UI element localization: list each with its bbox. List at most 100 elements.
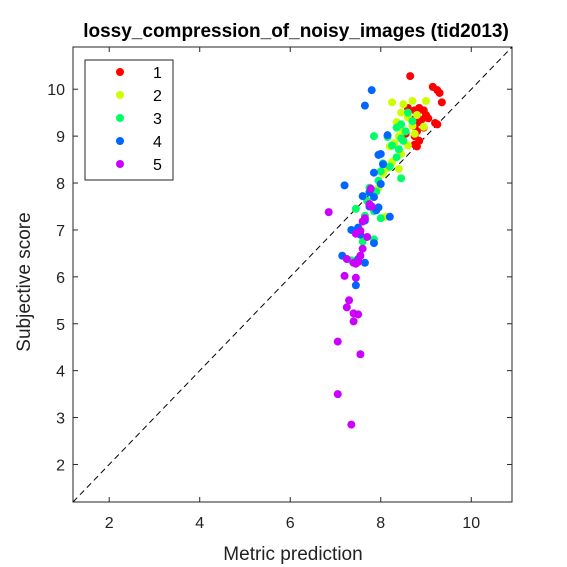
data-point [369, 193, 378, 202]
data-point [363, 232, 372, 241]
data-point [433, 120, 442, 129]
legend-item: 3 [116, 111, 162, 128]
data-point [435, 88, 444, 97]
data-point [356, 350, 365, 359]
data-point [388, 141, 397, 150]
y-axis-ticks: 2 3 4 5 6 7 8 9 10 [47, 82, 512, 474]
legend-marker [116, 160, 124, 168]
data-point [397, 174, 406, 183]
data-point [392, 123, 401, 132]
data-point [385, 212, 394, 221]
data-point [410, 129, 419, 138]
y-tick-label: 3 [56, 411, 65, 428]
data-point [408, 117, 417, 126]
data-point [360, 258, 369, 267]
data-point [383, 131, 392, 140]
y-tick-label: 8 [56, 176, 65, 193]
data-point [367, 86, 376, 95]
data-point [333, 337, 342, 346]
legend-label: 1 [153, 65, 162, 82]
data-point [422, 96, 431, 105]
data-point [354, 257, 363, 266]
data-point [324, 208, 333, 217]
data-point [397, 108, 406, 117]
data-point [342, 303, 351, 312]
data-point [388, 98, 397, 107]
data-point [351, 204, 360, 213]
data-point [369, 132, 378, 141]
x-tick-label: 10 [462, 515, 480, 532]
legend-box [84, 59, 174, 181]
x-tick-label: 4 [195, 515, 204, 532]
data-point [406, 72, 415, 81]
data-point [412, 111, 421, 120]
legend-label: 3 [153, 111, 162, 128]
x-tick-label: 2 [105, 515, 114, 532]
data-point [369, 168, 378, 177]
data-point [358, 217, 367, 226]
data-point [394, 164, 403, 173]
legend-item: 2 [116, 88, 162, 105]
data-point [358, 192, 367, 201]
y-tick-label: 10 [47, 82, 65, 99]
data-point [366, 184, 375, 193]
data-point [408, 96, 417, 105]
data-point [340, 181, 349, 190]
data-point [360, 101, 369, 110]
y-tick-label: 6 [56, 270, 65, 287]
series-5 [324, 184, 376, 429]
y-tick-label: 2 [56, 457, 65, 474]
legend-item: 5 [116, 157, 162, 174]
data-point [401, 127, 410, 136]
legend: 1 2 3 4 5 [84, 59, 174, 181]
data-point [349, 317, 358, 326]
data-point [392, 153, 401, 162]
legend-label: 5 [153, 157, 162, 174]
data-point [354, 310, 363, 319]
legend-label: 4 [153, 134, 162, 151]
data-point [399, 100, 408, 109]
data-point [345, 296, 354, 305]
data-point [358, 244, 367, 253]
legend-item: 1 [116, 65, 162, 82]
data-point [437, 98, 446, 107]
x-tick-label: 8 [376, 515, 385, 532]
data-point [410, 140, 419, 149]
legend-items: 1 2 3 4 5 [116, 65, 162, 174]
legend-item: 4 [116, 134, 162, 151]
x-axis-label: Metric prediction [223, 544, 362, 565]
data-point [419, 122, 428, 131]
data-point [351, 273, 360, 282]
data-point [340, 271, 349, 280]
data-point [342, 255, 351, 264]
x-axis-ticks: 2 4 6 8 10 [105, 47, 480, 532]
data-point [394, 145, 403, 154]
data-point [379, 160, 388, 169]
reference-diagonal-line [72, 46, 513, 503]
legend-label: 2 [153, 88, 162, 105]
data-point [333, 390, 342, 399]
data-point [424, 114, 433, 123]
x-tick-label: 6 [286, 515, 295, 532]
y-tick-label: 5 [56, 317, 65, 334]
data-point [376, 214, 385, 223]
data-point [376, 179, 385, 188]
data-point [351, 229, 360, 238]
data-point [351, 281, 360, 290]
legend-marker [116, 91, 124, 99]
y-tick-label: 7 [56, 223, 65, 240]
data-point [403, 108, 412, 117]
data-point [374, 150, 383, 159]
data-point [369, 239, 378, 248]
data-point [376, 167, 385, 176]
data-point [356, 251, 365, 260]
chart-title: lossy_compression_of_noisy_images (tid20… [83, 21, 509, 42]
data-point [367, 202, 376, 211]
data-point [347, 420, 356, 429]
data-point [399, 136, 408, 145]
y-axis-label: Subjective score [14, 212, 35, 351]
data-point [385, 162, 394, 171]
data-points [324, 72, 446, 429]
legend-marker [116, 114, 124, 122]
